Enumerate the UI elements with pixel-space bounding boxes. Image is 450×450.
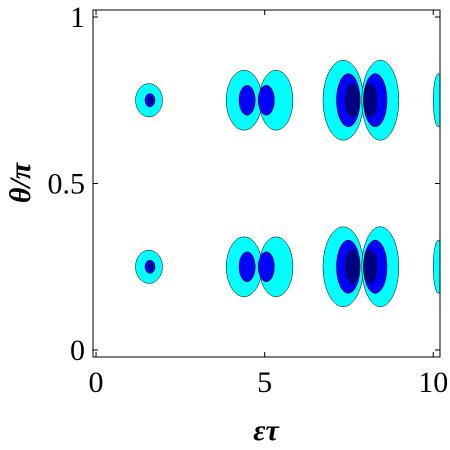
contour-region <box>345 249 360 284</box>
y-tick-label: 0.5 <box>48 168 86 201</box>
frame <box>92 9 441 358</box>
contour-region <box>433 239 440 294</box>
contour-region <box>257 251 275 282</box>
contour-region <box>148 262 153 271</box>
x-tick-label: 5 <box>257 366 272 399</box>
contour-region <box>148 96 153 105</box>
y-axis-label: θ/π <box>4 162 37 203</box>
x-tick-label: 10 <box>418 366 448 399</box>
x-axis-label: ετ <box>253 414 280 447</box>
contour-region <box>363 249 378 284</box>
contour-region <box>257 85 275 116</box>
y-tick-label: 0 <box>70 334 85 367</box>
contour-region <box>238 85 256 116</box>
contour-region <box>345 83 360 118</box>
x-tick-label: 0 <box>89 366 104 399</box>
contour-region <box>363 83 378 118</box>
contour-region <box>238 251 256 282</box>
y-tick-label: 1 <box>70 1 85 34</box>
contour-region <box>433 73 440 128</box>
plot-area <box>135 60 440 307</box>
